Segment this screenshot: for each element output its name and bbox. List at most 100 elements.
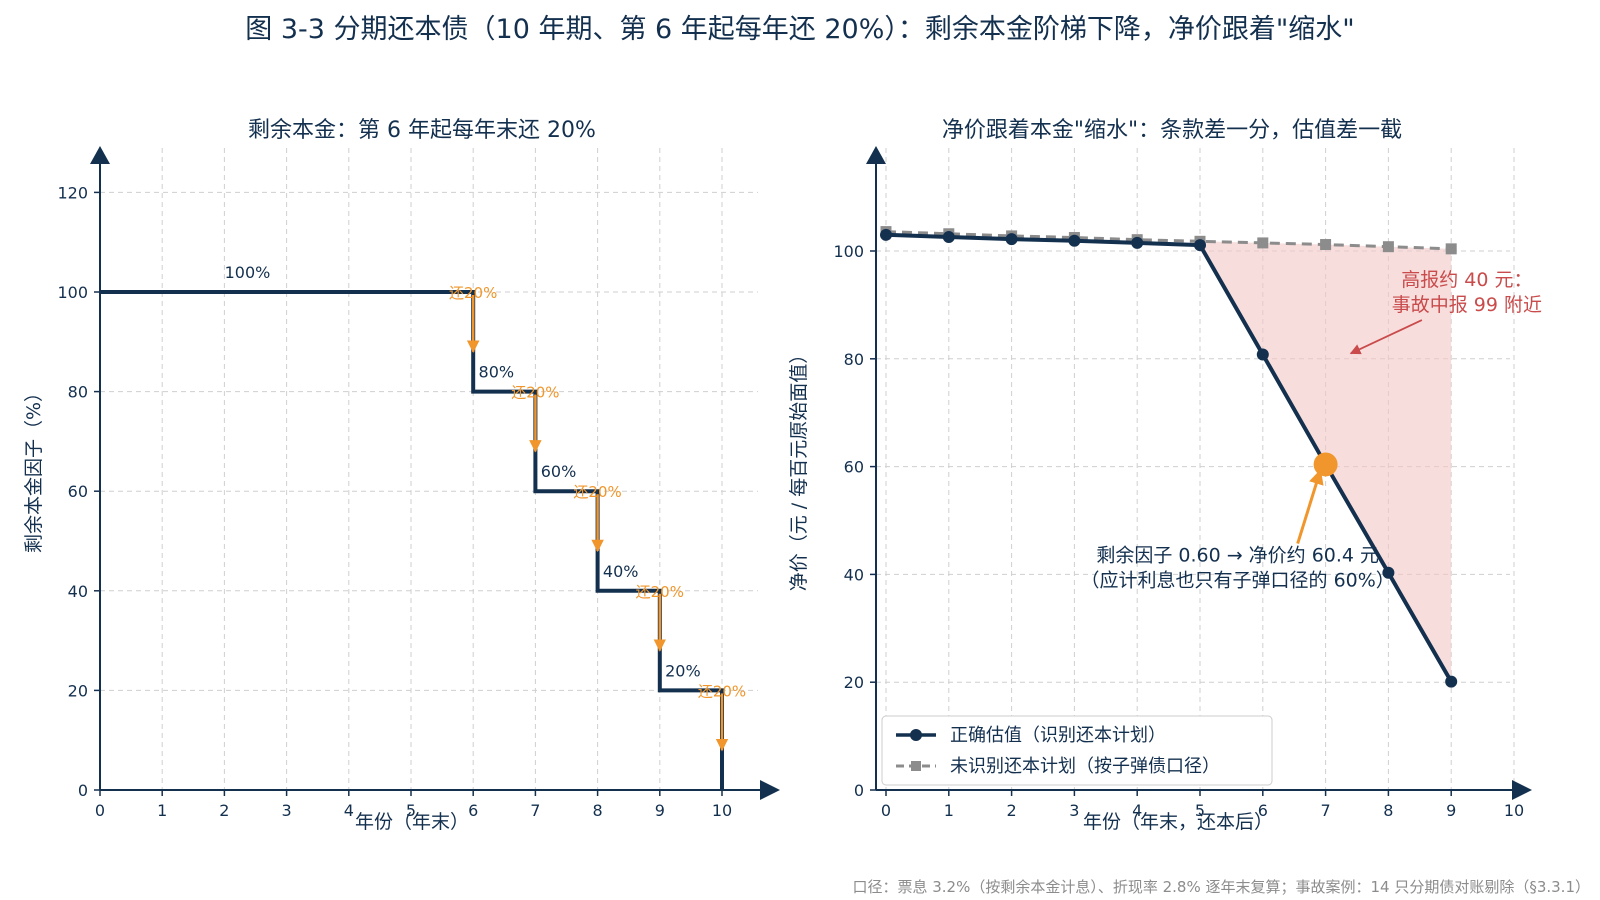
chart-principal-grid <box>99 148 758 791</box>
x-tick-label: 5 <box>1195 801 1205 820</box>
chart-principal: 剩余本金：第 6 年起每年末还 20% 0 1 2 3 4 5 6 7 8 9 10 0 20 40 60… <box>23 118 780 833</box>
correct-valuation-point <box>1256 348 1269 361</box>
legend-marker-correct <box>910 729 922 741</box>
chart-principal-x-ticks: 0 1 2 3 4 5 6 7 8 9 10 <box>95 790 732 820</box>
figure-title: 图 3-3 分期还本债（10 年期、第 6 年起每年还 20%）：剩余本金阶梯下… <box>245 14 1354 45</box>
annotation-overstate-line1: 高报约 40 元： <box>1401 269 1532 291</box>
repayment-label: 还20% <box>573 483 621 501</box>
x-tick-label: 5 <box>406 801 416 820</box>
y-tick-label: 40 <box>68 582 88 601</box>
y-tick-label: 80 <box>844 350 864 369</box>
correct-valuation-point <box>1382 566 1395 579</box>
highlight-point <box>1313 452 1338 477</box>
x-tick-label: 4 <box>344 801 354 820</box>
y-tick-label: 100 <box>57 283 88 302</box>
x-axis-arrow-icon <box>1512 780 1532 800</box>
chart-price-y-ticks: 0 20 40 60 80 100 <box>833 242 876 800</box>
x-tick-label: 7 <box>530 801 540 820</box>
legend-label-correct: 正确估值（识别还本计划） <box>950 725 1166 746</box>
level-label: 20% <box>665 661 701 680</box>
level-label: 60% <box>541 462 577 481</box>
correct-valuation-line <box>885 232 1453 683</box>
annotation-factor-arrow <box>1296 469 1324 544</box>
y-tick-label: 120 <box>57 183 88 202</box>
chart-price-axes <box>866 146 1532 800</box>
chart-principal-y-ticks: 0 20 40 60 80 100 120 <box>57 183 100 800</box>
legend-box <box>881 715 1273 786</box>
x-tick-label: 2 <box>1007 801 1017 820</box>
footer-note: 口径：票息 3.2%（按剩余本金计息）、折现率 2.8% 逐年末复算；事故案例：… <box>852 878 1590 896</box>
y-tick-label: 100 <box>833 242 864 261</box>
y-axis-arrow-icon <box>90 146 110 164</box>
legend-label-bullet: 未识别还本计划（按子弹债口径） <box>950 756 1220 777</box>
x-tick-label: 6 <box>468 801 478 820</box>
level-label: 100% <box>225 263 271 282</box>
chart-principal-x-label: 年份（年末） <box>355 811 469 833</box>
repayment-label: 还20% <box>698 682 746 700</box>
chart-price-legend: 正确估值（识别还本计划） 未识别还本计划（按子弹债口径） <box>881 715 1273 786</box>
repayment-label: 还20% <box>636 583 684 601</box>
x-tick-label: 8 <box>1383 801 1393 820</box>
repayment-label: 还20% <box>449 284 497 302</box>
correct-valuation-point <box>942 230 955 243</box>
y-tick-label: 20 <box>844 673 864 692</box>
x-tick-label: 4 <box>1132 801 1142 820</box>
x-tick-label: 10 <box>1504 801 1524 820</box>
y-axis-arrow-icon <box>866 146 886 164</box>
x-tick-label: 3 <box>1069 801 1079 820</box>
x-tick-label: 8 <box>593 801 603 820</box>
chart-price: 净价跟着本金"缩水"：条款差一分，估值差一截 0 1 2 3 4 5 6 7 8 9 10 0 20 4… <box>788 118 1542 833</box>
correct-valuation-point <box>1005 233 1018 246</box>
bullet-valuation-line <box>885 230 1452 251</box>
chart-principal-series <box>100 290 724 790</box>
chart-price-y-label: 净价（元 / 每百元原始面值） <box>788 345 810 591</box>
chart-price-x-label: 年份（年末，还本后） <box>1083 811 1273 833</box>
y-tick-label: 60 <box>844 458 864 477</box>
chart-principal-y-label: 剩余本金因子（%） <box>23 383 45 553</box>
chart-principal-title: 剩余本金：第 6 年起每年末还 20% <box>248 118 596 143</box>
legend-marker-bullet <box>911 761 921 771</box>
y-tick-label: 0 <box>854 781 864 800</box>
y-tick-label: 0 <box>78 781 88 800</box>
bullet-valuation-point <box>1257 237 1269 249</box>
chart-principal-level-labels: 100% 80% 60% 40% 20% <box>225 263 701 680</box>
x-tick-label: 3 <box>282 801 292 820</box>
annotation-factor-line1: 剩余因子 0.60 → 净价约 60.4 元 <box>1096 545 1379 567</box>
y-tick-label: 20 <box>68 681 88 700</box>
x-tick-label: 7 <box>1321 801 1331 820</box>
level-label: 40% <box>603 562 639 581</box>
chart-principal-axes <box>90 146 780 800</box>
correct-valuation-point <box>1131 236 1144 249</box>
principal-step-line <box>100 290 724 790</box>
correct-valuation-point <box>1194 239 1206 252</box>
x-tick-label: 2 <box>219 801 229 820</box>
x-tick-label: 1 <box>157 801 167 820</box>
chart-price-title: 净价跟着本金"缩水"：条款差一分，估值差一截 <box>942 118 1402 143</box>
chart-principal-repayments: 还20% 还20% 还20% 还20% 还20% <box>449 284 746 752</box>
chart-price-grid <box>876 148 1515 791</box>
bullet-valuation-point <box>1445 243 1457 255</box>
level-label: 80% <box>479 363 515 382</box>
x-tick-label: 6 <box>1258 801 1268 820</box>
bullet-valuation-point <box>1382 241 1394 253</box>
repayment-label: 还20% <box>511 384 559 402</box>
x-tick-label: 0 <box>881 801 891 820</box>
x-axis-arrow-icon <box>760 780 780 800</box>
x-tick-label: 9 <box>655 801 665 820</box>
correct-valuation-point <box>880 228 892 241</box>
x-tick-label: 9 <box>1446 801 1456 820</box>
correct-valuation-point <box>1445 675 1458 688</box>
y-tick-label: 80 <box>68 383 88 402</box>
x-tick-label: 1 <box>944 801 954 820</box>
y-tick-label: 40 <box>844 565 864 584</box>
correct-valuation-point <box>1068 234 1081 247</box>
annotation-factor-line2: （应计利息也只有子弹口径的 60%） <box>1081 570 1395 592</box>
x-tick-label: 0 <box>95 801 105 820</box>
annotation-overstate-arrow <box>1349 319 1423 355</box>
bullet-valuation-point <box>1320 239 1332 251</box>
chart-price-x-ticks: 0 1 2 3 4 5 6 7 8 9 10 <box>881 790 1524 820</box>
y-tick-label: 60 <box>68 482 88 501</box>
annotation-overstate-line2: 事故中报 99 附近 <box>1392 294 1542 316</box>
